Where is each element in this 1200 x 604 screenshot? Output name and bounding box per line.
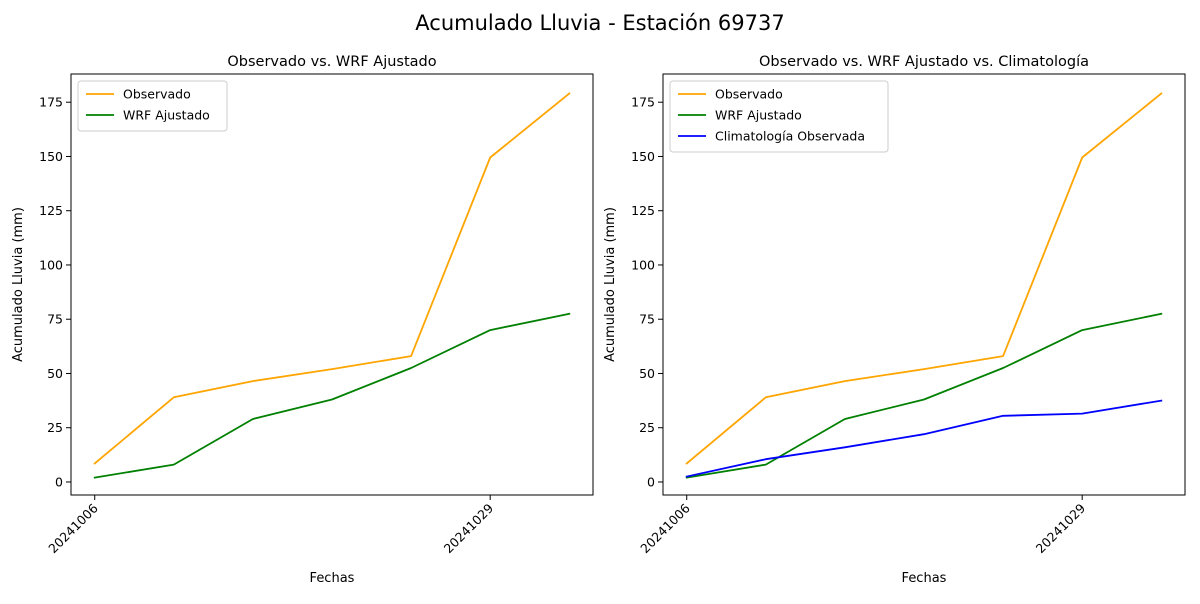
legend-box — [669, 80, 889, 153]
y-tick-label: 25 — [47, 420, 63, 435]
x-axis-label: Fechas — [902, 571, 947, 586]
figure-suptitle: Acumulado Lluvia - Estación 69737 — [415, 11, 784, 35]
y-tick-label: 50 — [47, 366, 63, 381]
legend-label: Climatología Observada — [715, 129, 865, 144]
y-tick-label: 25 — [639, 420, 655, 435]
legend-label: WRF Ajustado — [123, 108, 210, 123]
y-tick-label: 0 — [647, 474, 655, 489]
y-tick-label: 175 — [631, 95, 655, 110]
chart-title: Observado vs. WRF Ajustado vs. Climatolo… — [759, 54, 1089, 70]
chart-panel-right: Observado vs. WRF Ajustado vs. Climatolo… — [603, 54, 1186, 586]
y-tick-label: 150 — [39, 149, 63, 164]
series-line-observado — [685, 92, 1163, 465]
legend-label: Observado — [715, 87, 783, 102]
legend-label: WRF Ajustado — [715, 108, 802, 123]
y-tick-label: 150 — [631, 149, 655, 164]
series-line-observado — [93, 92, 571, 465]
legend-label: Observado — [123, 87, 191, 102]
series-line-wrf-ajustado — [93, 312, 571, 479]
legend: Observado WRF Ajustado — [77, 80, 228, 132]
legend-box — [77, 80, 228, 132]
x-tick-label: 20241029 — [441, 500, 497, 556]
y-tick-label: 75 — [639, 312, 655, 327]
series-line-climatolog-a-observada — [685, 399, 1163, 478]
chart-panel-left: Observado vs. WRF Ajustado 0 25 50 75 100 125 1… — [11, 54, 594, 586]
x-tick-label: 20241006 — [45, 500, 101, 556]
x-tick-label: 20241006 — [637, 500, 693, 556]
plot-area-frame — [70, 73, 594, 496]
y-tick-label: 125 — [631, 203, 655, 218]
y-tick-label: 75 — [47, 312, 63, 327]
y-axis-label: Acumulado Lluvia (mm) — [603, 207, 618, 362]
y-tick-label: 100 — [631, 257, 655, 272]
y-tick-label: 175 — [39, 95, 63, 110]
legend: Observado WRF Ajustado Climatología Observ… — [669, 80, 889, 153]
plot-area-frame — [662, 73, 1186, 496]
chart-title: Observado vs. WRF Ajustado — [227, 54, 436, 70]
x-axis-label: Fechas — [310, 571, 355, 586]
y-tick-label: 125 — [39, 203, 63, 218]
x-tick-label: 20241029 — [1033, 500, 1089, 556]
y-tick-label: 100 — [39, 257, 63, 272]
y-tick-label: 0 — [55, 474, 63, 489]
series-line-wrf-ajustado — [685, 312, 1163, 479]
y-axis-label: Acumulado Lluvia (mm) — [11, 207, 26, 362]
y-tick-label: 50 — [639, 366, 655, 381]
